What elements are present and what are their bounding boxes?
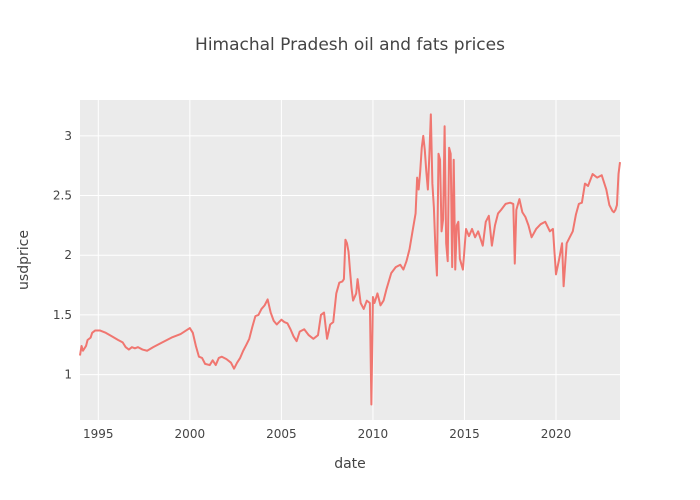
x-tick-label: 2010 [358,427,389,441]
y-tick-label: 1.5 [53,308,72,322]
y-tick-label: 3 [64,129,72,143]
x-axis-label: date [334,456,366,472]
x-tick-label: 2020 [541,427,572,441]
series-layer [79,113,621,406]
y-tick-label: 2.5 [53,189,72,203]
y-tick-label: 1 [64,368,72,382]
y-axis-label: usdprice [16,230,32,290]
y-tick-label: 2 [64,248,72,262]
series-line [79,113,621,406]
tick-labels: 1995 2000 2005 2010 2015 2020 1 1.5 2 2.5 3 [53,129,571,441]
x-tick-label: 2000 [175,427,206,441]
x-tick-label: 2015 [449,427,480,441]
x-tick-label: 2005 [266,427,297,441]
x-tick-label: 1995 [83,427,114,441]
chart-title: Himachal Pradesh oil and fats prices [195,35,505,55]
grid-lines [80,100,620,420]
